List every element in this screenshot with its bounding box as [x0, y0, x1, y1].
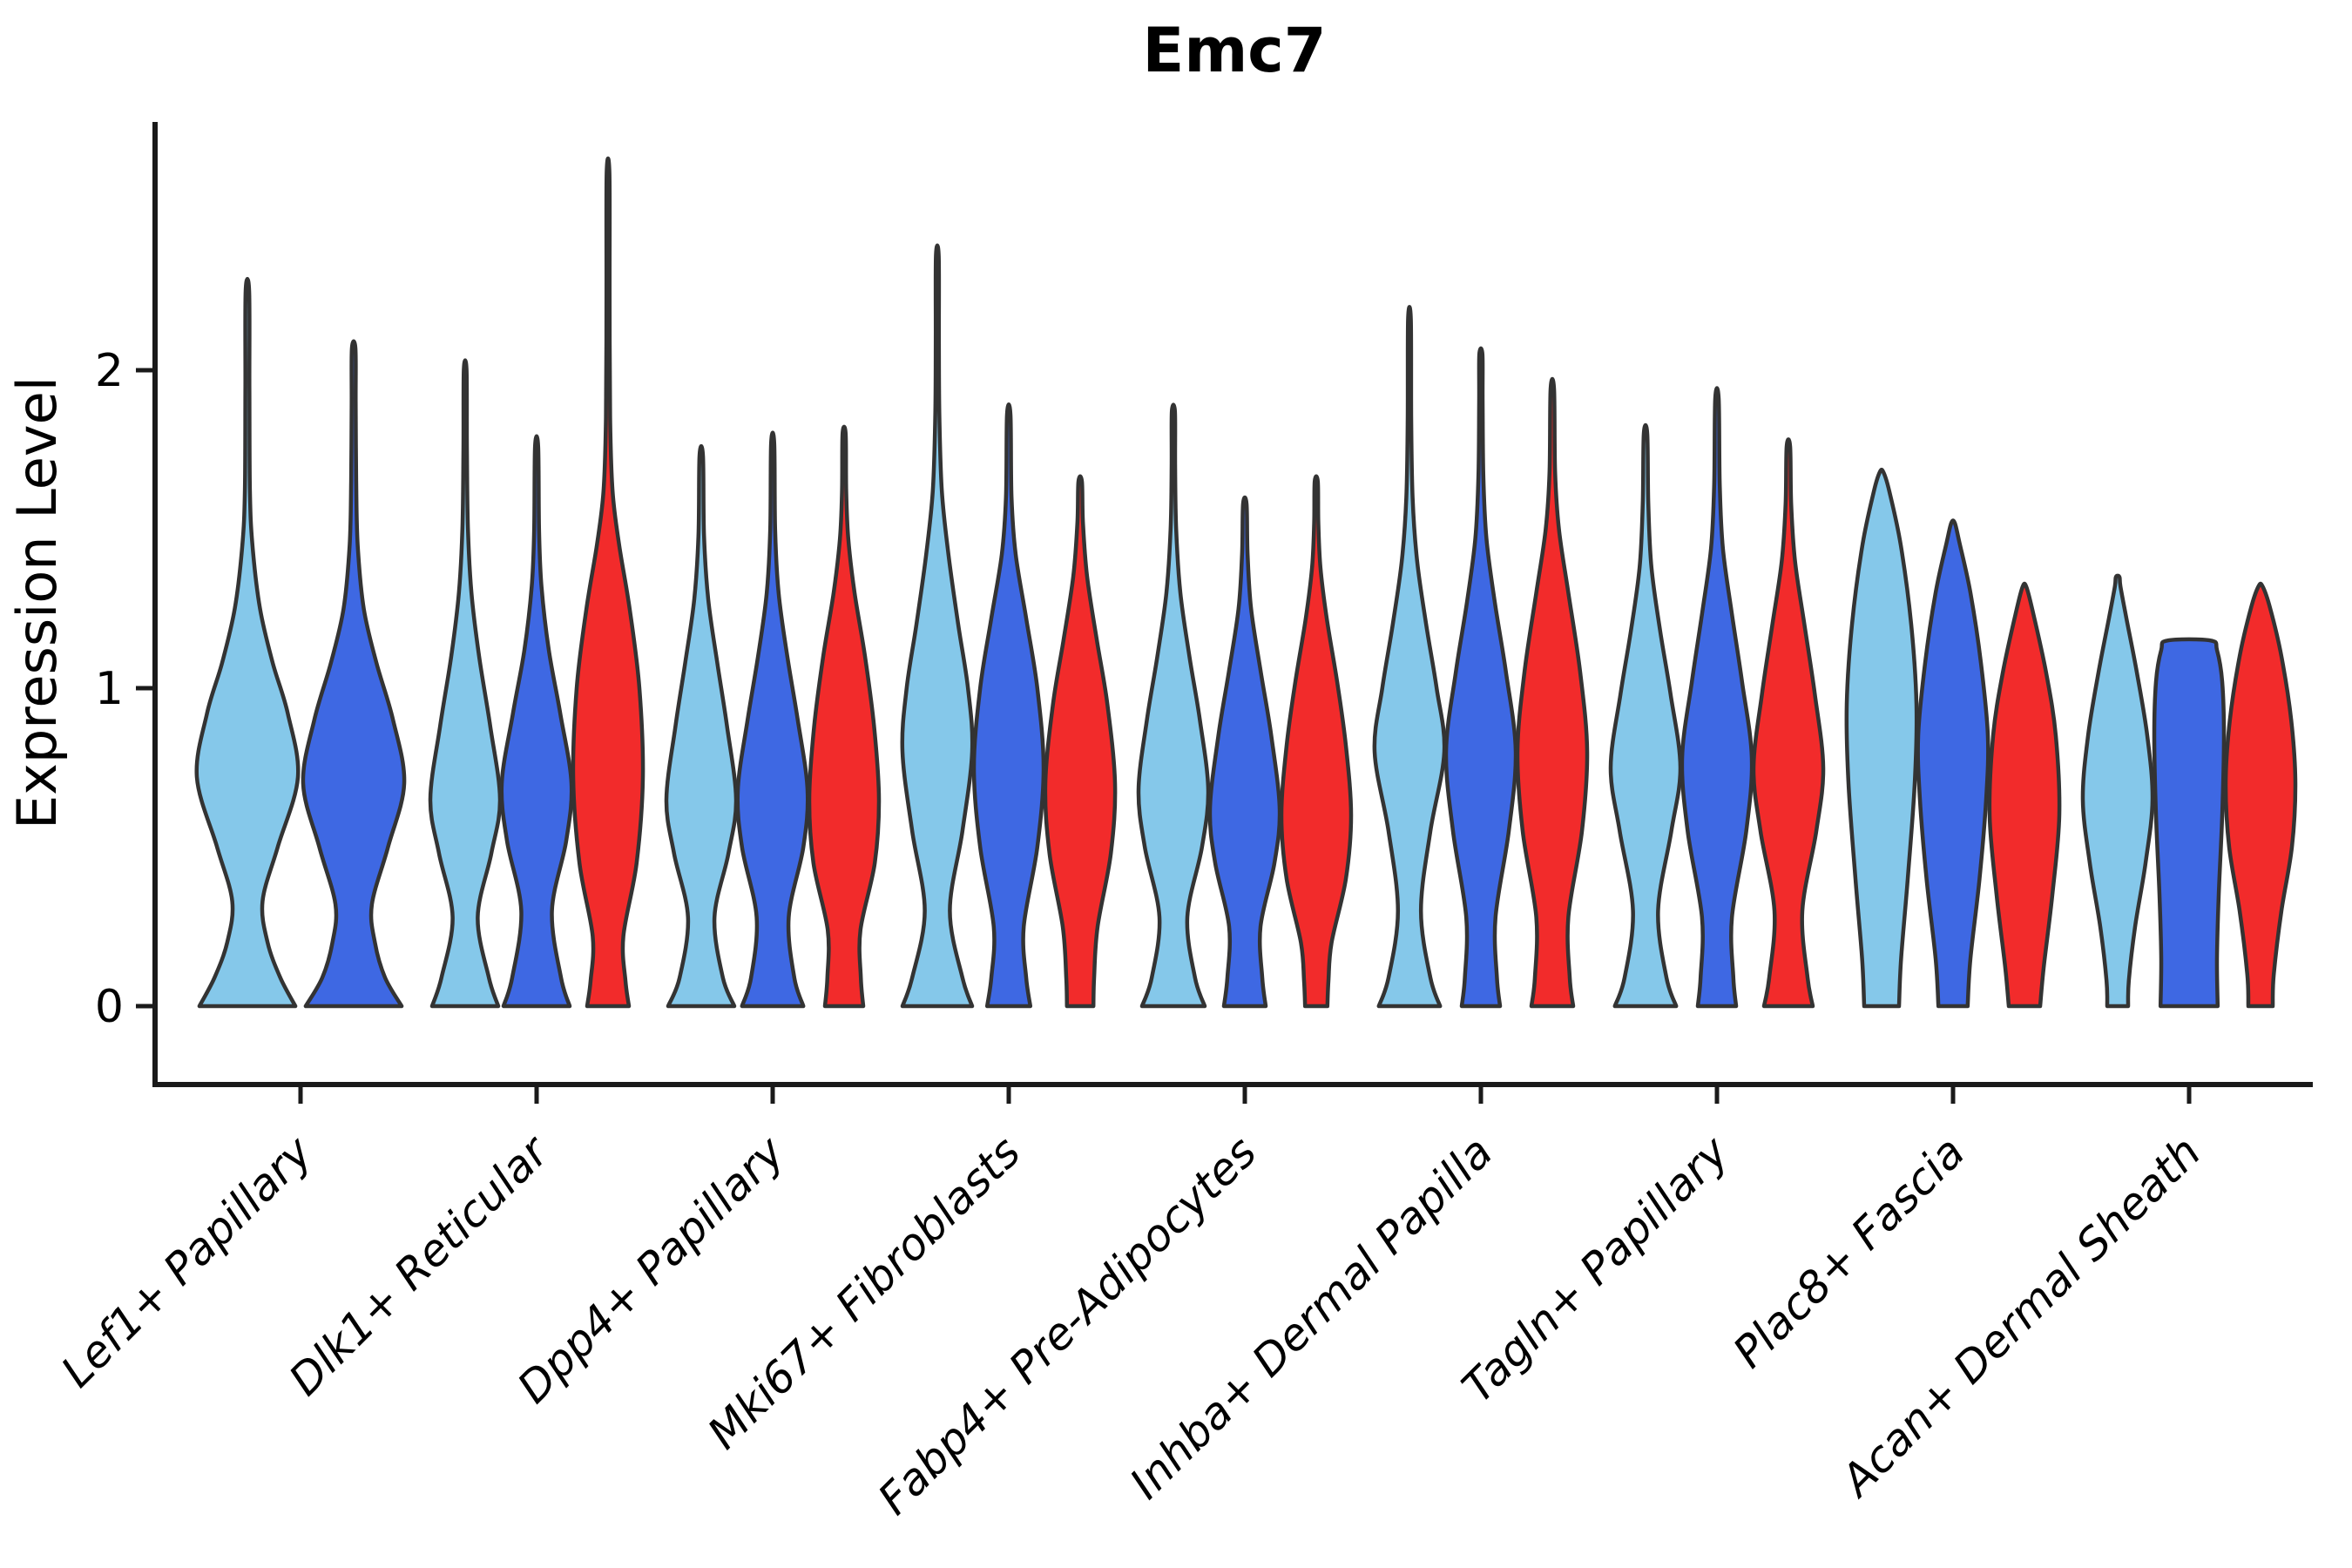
violins — [194, 156, 2298, 1009]
violin-fabp4-pre-adipocytes-red — [1279, 474, 1354, 1009]
violin-dpp4-papillary-red — [807, 424, 882, 1009]
violin-plac8-fascia-light-blue — [1844, 467, 1919, 1009]
violin-plac8-fascia-red — [1987, 581, 2062, 1009]
x-tick-label-dlk1-reticular: Dlk1+ Reticular — [280, 1125, 560, 1405]
x-tick-label-plac8-fascia: Plac8+ Fascia — [1724, 1126, 1975, 1377]
chart-title: Emc7 — [1143, 15, 1327, 86]
violin-lef1-papillary-royal-blue — [301, 339, 407, 1009]
violin-fabp4-pre-adipocytes-light-blue — [1136, 402, 1211, 1009]
violin-inhba-dermal-papilla-royal-blue — [1443, 346, 1518, 1009]
y-tick-label: 1 — [95, 663, 124, 715]
violin-inhba-dermal-papilla-red — [1515, 376, 1590, 1009]
violin-acan-dermal-sheath-royal-blue — [2152, 637, 2227, 1009]
violin-mki67-fibroblasts-red — [1043, 474, 1118, 1009]
y-tick-label: 2 — [95, 345, 124, 397]
violin-mki67-fibroblasts-royal-blue — [971, 402, 1046, 1009]
violin-acan-dermal-sheath-light-blue — [2080, 573, 2155, 1009]
violin-tagln-papillary-red — [1751, 437, 1826, 1009]
violin-dpp4-papillary-light-blue — [664, 443, 739, 1009]
violin-plac8-fascia-royal-blue — [1916, 518, 1990, 1009]
x-tick-label-fabp4-pre-adipocytes: Fabp4+ Pre-Adipocytes — [868, 1126, 1267, 1524]
violin-dlk1-reticular-royal-blue — [499, 434, 574, 1009]
violin-mki67-fibroblasts-light-blue — [900, 243, 975, 1009]
violin-tagln-papillary-light-blue — [1608, 422, 1683, 1009]
violin-lef1-papillary-light-blue — [194, 276, 301, 1009]
x-tick-label-lef1-papillary: Lef1+ Papillary — [51, 1125, 322, 1396]
violin-dpp4-papillary-royal-blue — [735, 430, 810, 1009]
violin-dlk1-reticular-light-blue — [428, 358, 503, 1009]
violin-fabp4-pre-adipocytes-royal-blue — [1207, 495, 1282, 1009]
y-tick-label: 0 — [95, 981, 124, 1033]
violin-inhba-dermal-papilla-light-blue — [1372, 305, 1447, 1009]
violin-tagln-papillary-royal-blue — [1680, 386, 1754, 1009]
violin-acan-dermal-sheath-red — [2223, 581, 2298, 1009]
violin-dlk1-reticular-red — [571, 156, 645, 1009]
y-axis-label: Expression Level — [5, 376, 69, 829]
